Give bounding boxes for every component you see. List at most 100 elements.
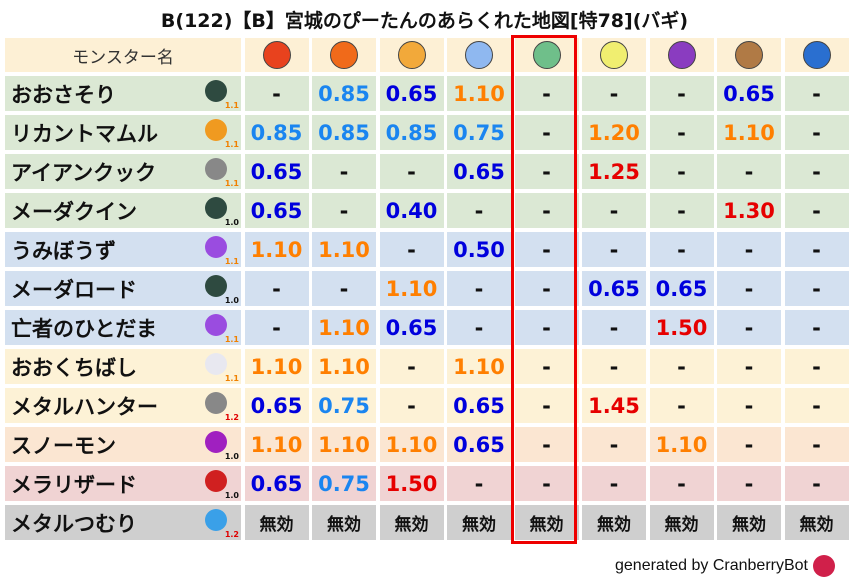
ghost-icon	[205, 236, 227, 258]
resistance-value: 0.50	[447, 232, 511, 267]
resistance-value: 1.10	[244, 427, 309, 462]
resistance-value: 無効	[784, 505, 849, 540]
version-label: 1.1	[224, 101, 239, 110]
monster-name-cell: スノーモン 1.0	[5, 427, 241, 462]
resistance-value: -	[784, 466, 849, 501]
resistance-value: -	[649, 115, 714, 150]
resistance-value: -	[717, 232, 781, 267]
resistance-value: 0.65	[379, 76, 444, 111]
resistance-value: 無効	[649, 505, 714, 540]
resistance-value: 0.75	[447, 115, 511, 150]
doruma-dark-icon	[667, 41, 696, 69]
resistance-value: -	[784, 154, 849, 189]
resistance-value: -	[649, 154, 714, 189]
monster-name-cell: うみぼうず 1.1	[5, 232, 241, 267]
resistance-value: -	[379, 154, 444, 189]
resistance-value: -	[514, 388, 579, 423]
resistance-value: -	[244, 76, 309, 111]
resistance-value: 0.65	[649, 271, 714, 306]
resistance-value: -	[784, 76, 849, 111]
monster-name-cell: メーダクイン 1.0	[5, 193, 241, 228]
resistance-value: -	[244, 310, 309, 345]
resistance-value: 1.10	[379, 271, 444, 306]
header-element-cell	[649, 38, 714, 72]
resistance-value: -	[717, 427, 781, 462]
resistance-value: 1.30	[717, 193, 781, 228]
version-label: 1.1	[224, 179, 239, 188]
gear-icon	[205, 158, 227, 180]
monster-name: メタルハンター	[11, 394, 158, 419]
resistance-value: -	[784, 193, 849, 228]
resistance-value: 0.65	[244, 193, 309, 228]
resistance-value: 1.50	[379, 466, 444, 501]
resistance-value: 無効	[582, 505, 646, 540]
resistance-value: -	[244, 271, 309, 306]
header-name-cell: モンスター名	[5, 38, 241, 72]
resistance-value: -	[784, 427, 849, 462]
resistance-value: -	[447, 271, 511, 306]
resistance-value: -	[784, 115, 849, 150]
resistance-value: -	[312, 154, 376, 189]
insect-icon	[205, 275, 227, 297]
resistance-value: -	[649, 232, 714, 267]
resistance-value: 1.10	[649, 427, 714, 462]
footer-text: generated by CranberryBot	[615, 557, 808, 574]
resistance-table: モンスター名 おおさそり 1.1-0.85 0.65 1.10- - -0.65- リカントマ…	[5, 38, 849, 540]
header-element-cell	[244, 38, 309, 72]
resistance-value: -	[379, 388, 444, 423]
resistance-value: -	[784, 271, 849, 306]
resistance-value: 0.65	[244, 388, 309, 423]
monster-name: アイアンクック	[11, 160, 157, 185]
version-label: 1.1	[224, 257, 239, 266]
resistance-value: -	[582, 193, 646, 228]
monster-name: メーダロード	[11, 277, 137, 302]
demon-icon	[205, 431, 227, 453]
version-label: 1.1	[224, 335, 239, 344]
resistance-value: 1.10	[312, 349, 376, 384]
gira-flame-icon	[330, 41, 358, 69]
resistance-value: 1.10	[244, 232, 309, 267]
hyado-ice-icon	[465, 41, 493, 69]
resistance-value: 1.25	[582, 154, 646, 189]
header-element-cell	[514, 38, 579, 72]
page-title: B(122)【B】宮城のぴーたんのあらくれた地図[特78](バギ)	[160, 10, 689, 32]
monster-name-cell: メラリザード 1.0	[5, 466, 241, 501]
resistance-value: -	[717, 466, 781, 501]
monster-name: リカントマムル	[11, 121, 158, 146]
insect-icon	[205, 80, 227, 102]
resistance-value: 無効	[717, 505, 781, 540]
resistance-value: -	[717, 154, 781, 189]
monster-name: おおくちばし	[11, 355, 137, 380]
version-label: 1.0	[224, 491, 239, 500]
footer: generated by CranberryBot	[615, 555, 835, 577]
monster-name: おおさそり	[11, 82, 116, 107]
resistance-value: 0.85	[312, 115, 376, 150]
resistance-value: -	[582, 76, 646, 111]
resistance-value: 1.10	[447, 349, 511, 384]
resistance-value: 0.65	[447, 427, 511, 462]
resistance-value: -	[582, 349, 646, 384]
resistance-value: -	[514, 76, 579, 111]
monster-name-cell: メタルハンター 1.2	[5, 388, 241, 423]
version-label: 1.1	[224, 140, 239, 149]
resistance-value: -	[514, 193, 579, 228]
resistance-value: 0.65	[582, 271, 646, 306]
resistance-value: -	[582, 310, 646, 345]
monster-name-cell: メタルつむり 1.2	[5, 505, 241, 540]
slime-icon	[205, 509, 227, 531]
monster-name-cell: リカントマムル 1.1	[5, 115, 241, 150]
resistance-value: -	[582, 232, 646, 267]
resistance-value: 1.45	[582, 388, 646, 423]
header-element-cell	[582, 38, 646, 72]
monster-name: メラリザード	[11, 472, 137, 497]
resistance-value: 0.65	[379, 310, 444, 345]
resistance-value: -	[514, 349, 579, 384]
resistance-value: -	[784, 388, 849, 423]
resistance-value: -	[649, 349, 714, 384]
resistance-value: 無効	[447, 505, 511, 540]
resistance-value: -	[514, 232, 579, 267]
resistance-value: 1.50	[649, 310, 714, 345]
gear-icon	[205, 392, 227, 414]
resistance-value: 1.10	[244, 349, 309, 384]
resistance-value: -	[379, 349, 444, 384]
